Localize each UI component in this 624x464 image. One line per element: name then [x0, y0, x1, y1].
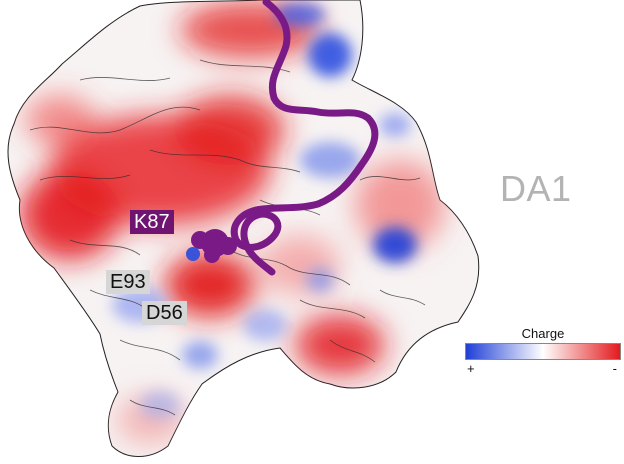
legend-ticks: + -: [465, 360, 621, 376]
legend-negative-label: -: [612, 361, 617, 376]
legend-title: Charge: [521, 326, 565, 341]
peptide-chain: [186, 0, 379, 276]
residue-label-k87: K87: [130, 210, 174, 234]
residue-label-d56: D56: [142, 301, 187, 325]
charge-color-scale: [465, 343, 621, 360]
legend-positive-label: +: [467, 361, 475, 376]
charge-legend: Charge + -: [465, 326, 621, 376]
surface-contours: [29, 59, 426, 416]
residue-label-e93: E93: [106, 270, 150, 294]
region-label: DA1: [500, 168, 572, 209]
